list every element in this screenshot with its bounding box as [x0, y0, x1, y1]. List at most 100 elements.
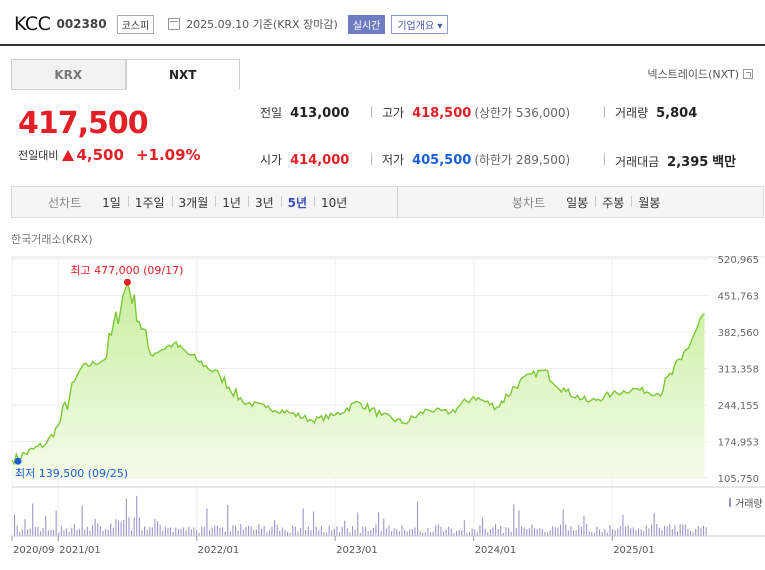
period-0[interactable]: 1일: [102, 195, 121, 210]
stock-header: KCC 002380 코스피 2025.09.10 기준(KRX 장마감) 실시…: [14, 10, 754, 38]
volume-bar: [138, 517, 140, 536]
stat-label: 거래량: [615, 106, 649, 120]
stat-high: 고가 418,500 (상한가 536,000): [382, 104, 570, 121]
volume-bar: [292, 525, 294, 536]
nxt-link-label: 넥스트레이드(NXT): [647, 68, 739, 81]
volume-bar: [172, 532, 174, 536]
stat-label: 전일: [260, 106, 283, 120]
volume-bar: [79, 528, 81, 536]
volume-bar: [157, 521, 159, 536]
volume-bar: [120, 521, 122, 536]
volume-bar: [118, 520, 120, 536]
exchange-tabs: KRX NXT: [11, 59, 240, 90]
volume-bar: [388, 525, 390, 536]
volume-bar: [658, 528, 660, 536]
volume-bar: [599, 529, 601, 536]
volume-bar: [240, 524, 242, 536]
x-tick-label: 2022/01: [198, 545, 240, 556]
volume-bar: [666, 526, 668, 536]
volume-bar: [448, 526, 450, 536]
volume-bar: [437, 524, 439, 536]
volume-bar: [216, 525, 218, 536]
volume-bar: [66, 528, 68, 536]
volume-bar: [596, 526, 598, 536]
volume-bar: [362, 526, 364, 536]
volume-bar: [97, 523, 99, 536]
stat-value: 2,395: [667, 155, 709, 170]
realtime-button[interactable]: 실시간: [347, 14, 386, 34]
candle-chart-label: 봉차트: [512, 195, 546, 210]
volume-bar: [89, 531, 91, 536]
volume-bar: [131, 530, 133, 536]
y-tick-label: 520,965: [718, 255, 759, 266]
volume-bar: [261, 528, 263, 536]
stat-open: 시가 414,000: [260, 151, 349, 168]
stat-prev-close: 전일 413,000: [260, 104, 349, 121]
up-arrow-icon: [62, 149, 75, 161]
period-1[interactable]: 1주일: [127, 194, 172, 211]
volume-bar: [229, 531, 231, 536]
volume-bar: [159, 524, 161, 536]
candle-period-0[interactable]: 일봉: [566, 195, 589, 210]
volume-bar: [677, 531, 679, 536]
tab-nxt[interactable]: NXT: [125, 59, 240, 90]
volume-bar: [175, 527, 177, 536]
volume-bar: [255, 529, 257, 536]
volume-bar: [614, 530, 616, 536]
volume-bar: [705, 527, 707, 536]
volume-bar: [154, 518, 156, 536]
volume-bar: [203, 526, 205, 536]
volume-bar: [547, 532, 549, 536]
volume-bar: [549, 530, 551, 536]
volume-bar: [643, 531, 645, 536]
stat-label: 시가: [260, 153, 283, 167]
volume-legend-icon: [729, 498, 731, 507]
volume-bar: [484, 528, 486, 536]
volume-bar: [489, 529, 491, 536]
period-5[interactable]: 5년: [280, 194, 314, 211]
volume-bar: [185, 530, 187, 536]
y-tick-label: 105,750: [718, 474, 759, 485]
volume-bar: [528, 528, 530, 536]
nxt-link[interactable]: 넥스트레이드(NXT): [647, 66, 753, 82]
candle-period-1[interactable]: 주봉: [595, 194, 631, 211]
period-3[interactable]: 1년: [215, 194, 248, 211]
volume-bar: [307, 526, 309, 536]
y-tick-label: 451,763: [718, 291, 759, 302]
external-link-icon: [743, 69, 753, 79]
volume-bar: [183, 527, 185, 536]
volume-bar: [331, 530, 333, 536]
period-2[interactable]: 3개월: [171, 194, 216, 211]
volume-bar: [565, 524, 567, 536]
volume-bar: [604, 529, 606, 536]
volume-bar: [684, 524, 686, 536]
volume-bar: [700, 527, 702, 536]
volume-bar: [253, 530, 255, 536]
volume-bar: [42, 527, 44, 536]
volume-bar: [339, 532, 341, 536]
volume-bar: [263, 525, 265, 536]
volume-bar: [107, 529, 109, 536]
volume-bar: [149, 527, 151, 536]
volume-bar: [354, 529, 356, 536]
volume-bar: [656, 524, 658, 536]
volume-bar: [227, 504, 229, 536]
volume-bar: [625, 526, 627, 536]
candle-period-2[interactable]: 월봉: [631, 194, 667, 211]
period-6[interactable]: 10년: [314, 194, 354, 211]
tab-krx[interactable]: KRX: [11, 59, 126, 90]
volume-bar: [125, 498, 127, 536]
volume-bar: [461, 530, 463, 536]
volume-bar: [583, 516, 585, 536]
volume-bar: [237, 530, 239, 536]
stat-volume: 거래량 5,804: [615, 104, 697, 121]
volume-bar: [209, 530, 211, 536]
volume-bar: [68, 532, 70, 536]
period-4[interactable]: 3년: [247, 194, 281, 211]
volume-bar: [144, 526, 146, 536]
stat-divider: [604, 153, 605, 165]
change-amount: 4,500: [76, 146, 124, 164]
volume-bar: [336, 526, 338, 536]
company-info-dropdown[interactable]: 기업개요 ▾: [391, 14, 449, 34]
